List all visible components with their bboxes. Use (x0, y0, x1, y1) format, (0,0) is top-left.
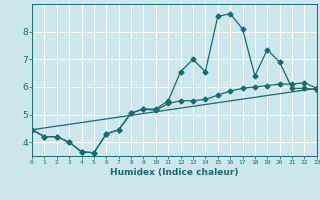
X-axis label: Humidex (Indice chaleur): Humidex (Indice chaleur) (110, 168, 239, 177)
